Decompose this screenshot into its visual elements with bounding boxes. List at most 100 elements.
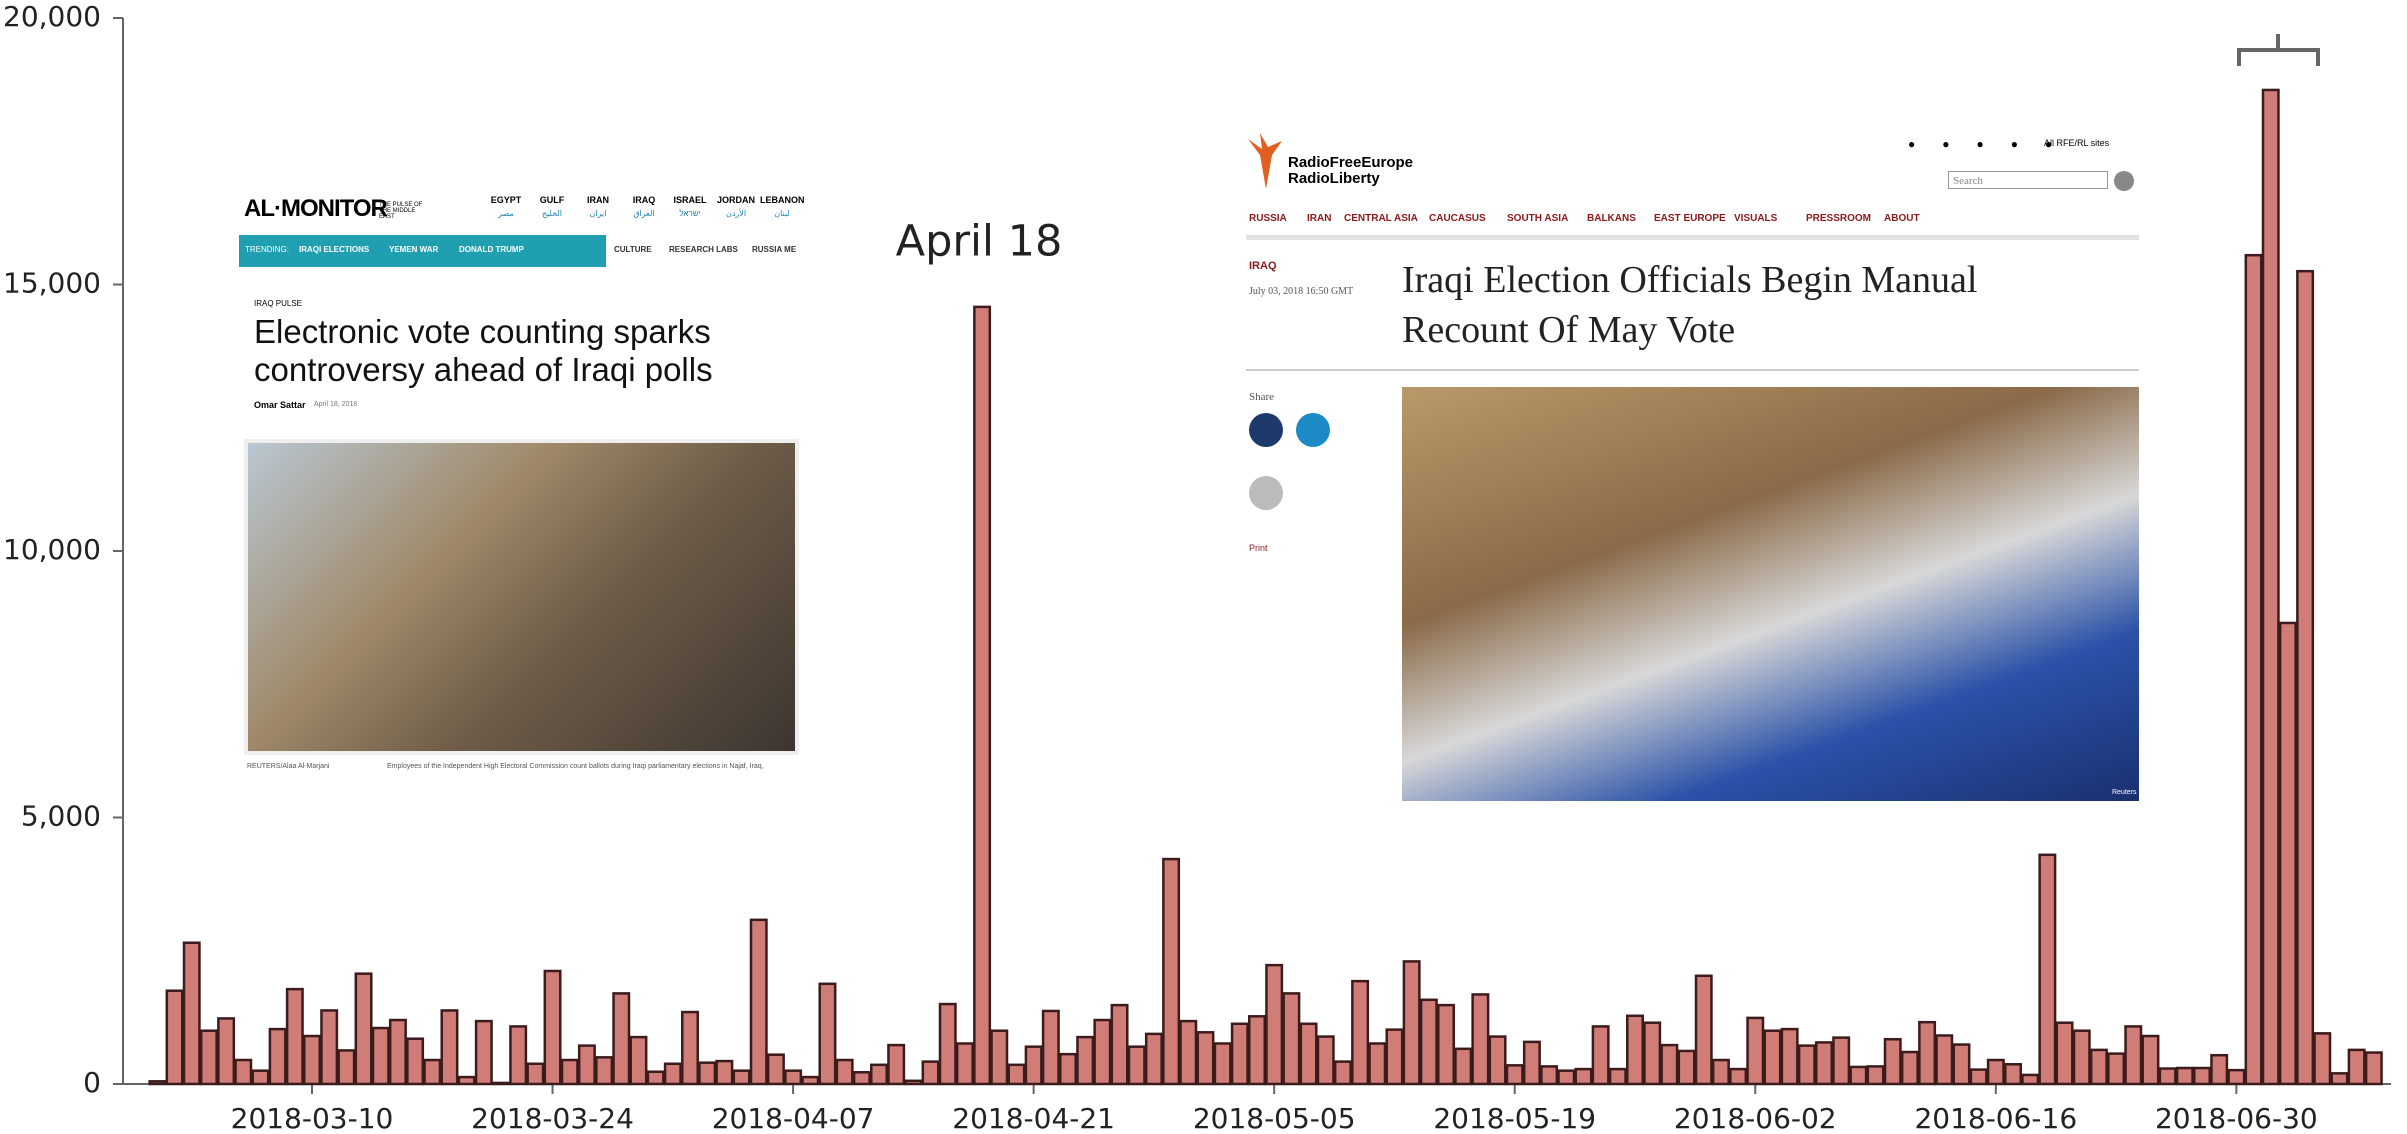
bar bbox=[1505, 1064, 1524, 1086]
trending-link[interactable]: IRAQI ELECTIONS bbox=[299, 245, 370, 254]
bar bbox=[1041, 1009, 1060, 1086]
bar bbox=[990, 1029, 1009, 1086]
bar bbox=[560, 1058, 579, 1086]
trending-link[interactable]: DONALD TRUMP bbox=[459, 245, 524, 254]
nav-item-arabic[interactable]: العراق bbox=[633, 209, 655, 218]
nav-item[interactable]: CENTRAL ASIA bbox=[1344, 213, 1418, 224]
bar bbox=[2347, 1048, 2366, 1086]
bar bbox=[1986, 1058, 2005, 1086]
nav-item[interactable]: LEBANON bbox=[760, 195, 805, 205]
bar bbox=[1694, 974, 1713, 1086]
bar bbox=[2175, 1066, 2194, 1086]
bar bbox=[2244, 253, 2263, 1086]
bar bbox=[663, 1062, 682, 1086]
x-tick-label: 2018-06-02 bbox=[1674, 1102, 1837, 1134]
y-tick-label: 15,000 bbox=[3, 267, 101, 300]
nav-item[interactable]: IRAN bbox=[587, 195, 609, 205]
nav-item-arabic[interactable]: ישראל bbox=[679, 209, 701, 218]
nav-rule bbox=[1246, 235, 2139, 240]
print[interactable]: Print bbox=[1249, 543, 1268, 553]
photo bbox=[1402, 387, 2139, 801]
bar bbox=[199, 1029, 218, 1086]
bar bbox=[2193, 1066, 2211, 1086]
bar bbox=[1522, 1040, 1541, 1086]
bar bbox=[646, 1070, 665, 1086]
bar bbox=[1144, 1032, 1163, 1086]
bar bbox=[715, 1059, 734, 1086]
bar bbox=[612, 992, 631, 1086]
nav-item[interactable]: RUSSIA bbox=[1249, 213, 1287, 224]
rferl-inset: RadioFreeEurope RadioLiberty ● ● ● ● ● A… bbox=[1246, 131, 2143, 811]
facebook-button[interactable] bbox=[1249, 413, 1283, 447]
bar bbox=[406, 1037, 425, 1086]
nav-item[interactable]: PRESSROOM bbox=[1806, 213, 1872, 224]
bar bbox=[474, 1019, 493, 1086]
bar bbox=[2004, 1063, 2022, 1086]
bar bbox=[1213, 1042, 1232, 1086]
x-tick-label: 2018-04-07 bbox=[712, 1102, 875, 1134]
bar bbox=[852, 1071, 871, 1086]
bar bbox=[2330, 1072, 2349, 1086]
bar bbox=[1557, 1069, 1576, 1086]
logo-line2: RadioLiberty bbox=[1288, 170, 1380, 187]
nav-item[interactable]: EAST EUROPE bbox=[1654, 213, 1726, 224]
nav: RUSSIA IRAN CENTRAL ASIA CAUCASUS SOUTH ASIA… bbox=[1249, 213, 2139, 227]
bar bbox=[268, 1027, 287, 1086]
share-label: Share bbox=[1249, 391, 1275, 403]
bar bbox=[818, 982, 837, 1086]
nav-item[interactable]: EGYPT bbox=[490, 195, 522, 205]
bar bbox=[2107, 1052, 2126, 1086]
nav-item-arabic[interactable]: الأردن bbox=[725, 209, 747, 218]
kicker: IRAQ bbox=[1249, 260, 1277, 272]
nav-item[interactable]: BALKANS bbox=[1587, 213, 1636, 224]
nav-item-arabic[interactable]: الخليج bbox=[541, 209, 563, 218]
bar bbox=[1248, 1015, 1266, 1086]
bar bbox=[1574, 1067, 1593, 1086]
bar bbox=[1316, 1035, 1335, 1086]
more-button[interactable] bbox=[1249, 476, 1283, 510]
bar bbox=[801, 1075, 820, 1086]
bar bbox=[1471, 993, 1490, 1086]
bar bbox=[2021, 1073, 2040, 1086]
nav-item[interactable]: ABOUT bbox=[1884, 213, 1920, 224]
bar bbox=[1059, 1052, 1077, 1086]
bar bbox=[1763, 1029, 1782, 1086]
bar bbox=[2261, 88, 2280, 1086]
nav-item[interactable]: VISUALS bbox=[1734, 213, 1778, 224]
nav-item-arabic[interactable]: لبنان bbox=[774, 209, 790, 218]
nav-item[interactable]: SOUTH ASIA bbox=[1507, 213, 1569, 224]
nav-item[interactable]: ISRAEL bbox=[673, 195, 707, 205]
bar bbox=[1368, 1042, 1387, 1086]
section-link[interactable]: RESEARCH LABS bbox=[669, 245, 738, 254]
nav-item[interactable]: CAUCASUS bbox=[1429, 213, 1486, 224]
bar bbox=[835, 1058, 854, 1086]
search[interactable]: Search bbox=[1948, 171, 2108, 189]
bar bbox=[766, 1053, 785, 1086]
annotation: April 18 bbox=[896, 217, 1063, 267]
bar bbox=[1883, 1037, 1902, 1086]
bar bbox=[457, 1075, 476, 1086]
search-button[interactable] bbox=[2114, 171, 2134, 191]
bar bbox=[887, 1043, 906, 1086]
bar bbox=[165, 989, 184, 1086]
all-sites[interactable]: All RFE/RL sites bbox=[2044, 138, 2110, 148]
section-link[interactable]: RUSSIA ME bbox=[752, 245, 797, 254]
nav-item[interactable]: IRAN bbox=[1307, 213, 1332, 224]
bar bbox=[1540, 1065, 1559, 1086]
nav-item-arabic[interactable]: مصر bbox=[498, 209, 514, 218]
nav-item[interactable]: IRAQ bbox=[632, 195, 656, 205]
rule bbox=[1246, 369, 2139, 371]
trending-label: TRENDING: bbox=[245, 245, 289, 254]
bar bbox=[1729, 1067, 1748, 1086]
bar bbox=[1849, 1065, 1868, 1086]
nav-item-arabic[interactable]: ایران bbox=[589, 209, 607, 218]
bar bbox=[371, 1026, 390, 1086]
nav-item[interactable]: JORDAN bbox=[716, 195, 755, 205]
bar bbox=[784, 1069, 803, 1086]
bar bbox=[1351, 979, 1370, 1086]
trending-link[interactable]: YEMEN WAR bbox=[389, 245, 439, 254]
bar bbox=[595, 1056, 614, 1086]
twitter-button[interactable] bbox=[1296, 413, 1330, 447]
nav-item[interactable]: GULF bbox=[539, 195, 565, 205]
section-link[interactable]: CULTURE bbox=[614, 245, 652, 254]
